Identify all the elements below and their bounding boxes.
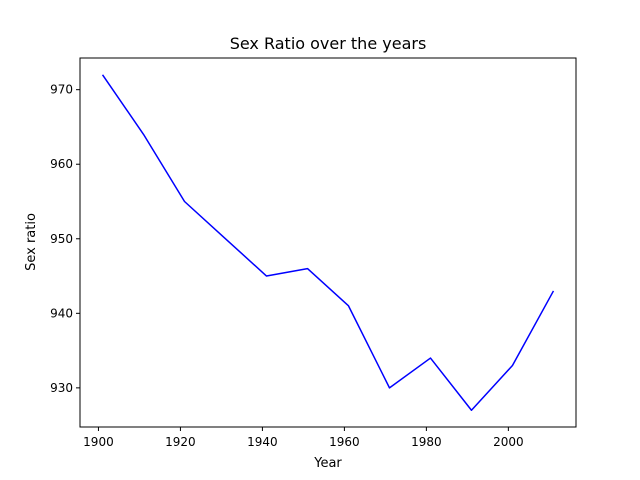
y-tick-label: 950 xyxy=(50,232,73,246)
x-tick-label: 1960 xyxy=(329,435,360,449)
y-tick-label: 960 xyxy=(50,157,73,171)
chart-title: Sex Ratio over the years xyxy=(230,34,427,53)
x-axis-label: Year xyxy=(313,456,342,471)
x-axis: 1900 1920 1940 1960 1980 2000 xyxy=(83,427,524,449)
x-tick-label: 1980 xyxy=(411,435,442,449)
y-axis-label: Sex ratio xyxy=(24,213,39,271)
x-tick-label: 1940 xyxy=(247,435,278,449)
x-tick-label: 1920 xyxy=(165,435,196,449)
x-tick-label: 2000 xyxy=(493,435,524,449)
y-tick-label: 940 xyxy=(50,306,73,320)
y-tick-label: 970 xyxy=(50,83,73,97)
y-tick-label: 930 xyxy=(50,381,73,395)
plot-area xyxy=(101,74,555,411)
plot-frame xyxy=(79,57,577,428)
series-line-0 xyxy=(101,74,555,411)
x-tick-label: 1900 xyxy=(83,435,114,449)
y-axis: 930 940 950 960 970 xyxy=(50,83,80,395)
